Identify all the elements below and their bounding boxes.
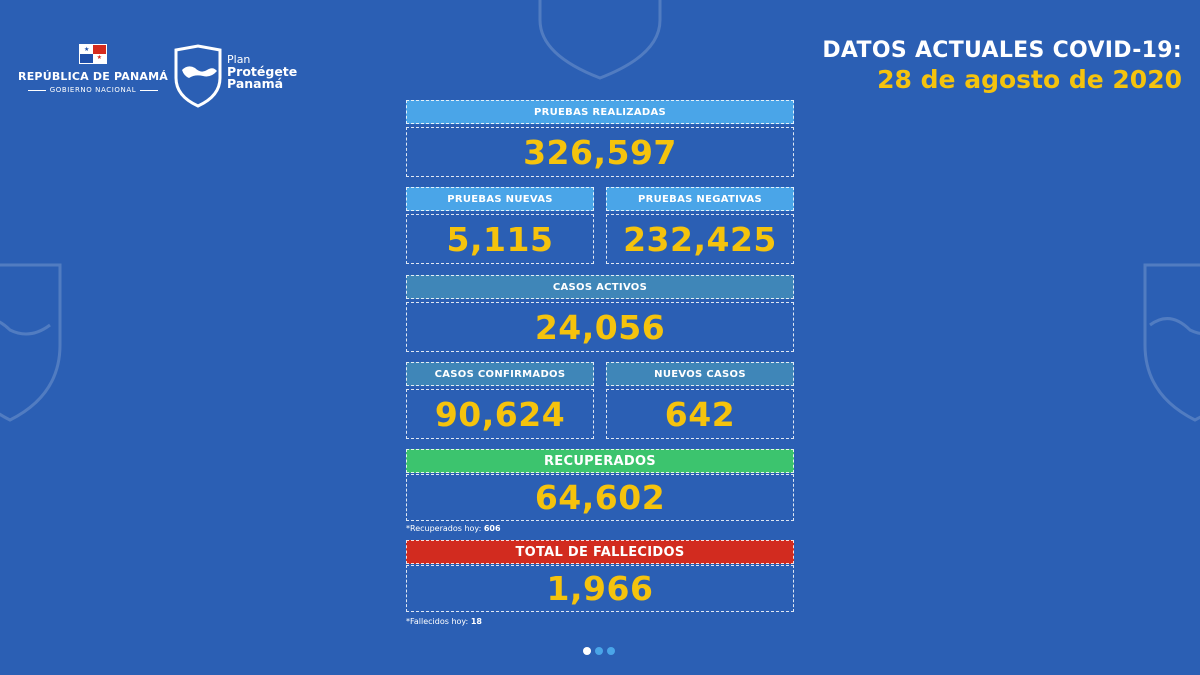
stat-value: 326,597	[406, 127, 794, 177]
stat-pruebas-realizadas: PRUEBAS REALIZADAS 326,597	[406, 100, 794, 177]
stat-label: RECUPERADOS	[406, 449, 794, 473]
stat-value: 642	[606, 389, 794, 439]
stat-nuevos-casos: NUEVOS CASOS 642	[606, 362, 794, 439]
pagination-dot-2[interactable]	[595, 647, 603, 655]
stat-fallecidos: TOTAL DE FALLECIDOS 1,966	[406, 540, 794, 612]
page-title: DATOS ACTUALES COVID-19:	[822, 38, 1182, 63]
stat-casos-confirmados: CASOS CONFIRMADOS 90,624	[406, 362, 594, 439]
stat-recuperados: RECUPERADOS 64,602	[406, 449, 794, 521]
shield-watermark-top	[538, 0, 662, 80]
stat-label: PRUEBAS REALIZADAS	[406, 100, 794, 124]
plan-line2: Protégete	[227, 64, 298, 79]
stat-value: 24,056	[406, 302, 794, 352]
stat-label: PRUEBAS NEGATIVAS	[606, 187, 794, 211]
pagination-dot-3[interactable]	[607, 647, 615, 655]
stat-label: NUEVOS CASOS	[606, 362, 794, 386]
shield-watermark-right	[1143, 263, 1200, 422]
republic-subtitle: GOBIERNO NACIONAL	[49, 86, 137, 94]
page-header: DATOS ACTUALES COVID-19: 28 de agosto de…	[822, 38, 1182, 94]
stat-label: CASOS CONFIRMADOS	[406, 362, 594, 386]
stat-value: 1,966	[406, 565, 794, 612]
government-logo: ★ ★ REPÚBLICA DE PANAMÁ GOBIERNO NACIONA…	[18, 44, 168, 94]
recuperados-note: *Recuperados hoy: 606	[406, 524, 501, 533]
plan-logo: Plan Protégete Panamá	[173, 44, 313, 108]
stat-casos-activos: CASOS ACTIVOS 24,056	[406, 275, 794, 352]
fallecidos-note: *Fallecidos hoy: 18	[406, 617, 482, 626]
stat-value: 5,115	[406, 214, 594, 264]
stat-label: CASOS ACTIVOS	[406, 275, 794, 299]
report-date: 28 de agosto de 2020	[877, 65, 1182, 94]
plan-line3: Panamá	[227, 76, 284, 91]
stat-value: 232,425	[606, 214, 794, 264]
stat-label: PRUEBAS NUEVAS	[406, 187, 594, 211]
republic-name: REPÚBLICA DE PANAMÁ	[18, 70, 168, 83]
stat-label: TOTAL DE FALLECIDOS	[406, 540, 794, 564]
plan-shield-icon	[174, 44, 222, 108]
stat-pruebas-nuevas: PRUEBAS NUEVAS 5,115	[406, 187, 594, 264]
stat-value: 64,602	[406, 474, 794, 521]
panama-flag-icon: ★ ★	[79, 44, 107, 64]
pagination-dots	[583, 647, 615, 655]
stat-pruebas-negativas: PRUEBAS NEGATIVAS 232,425	[606, 187, 794, 264]
shield-watermark-left	[0, 263, 62, 422]
plan-line1: Plan	[227, 53, 251, 66]
stat-value: 90,624	[406, 389, 594, 439]
pagination-dot-1[interactable]	[583, 647, 591, 655]
